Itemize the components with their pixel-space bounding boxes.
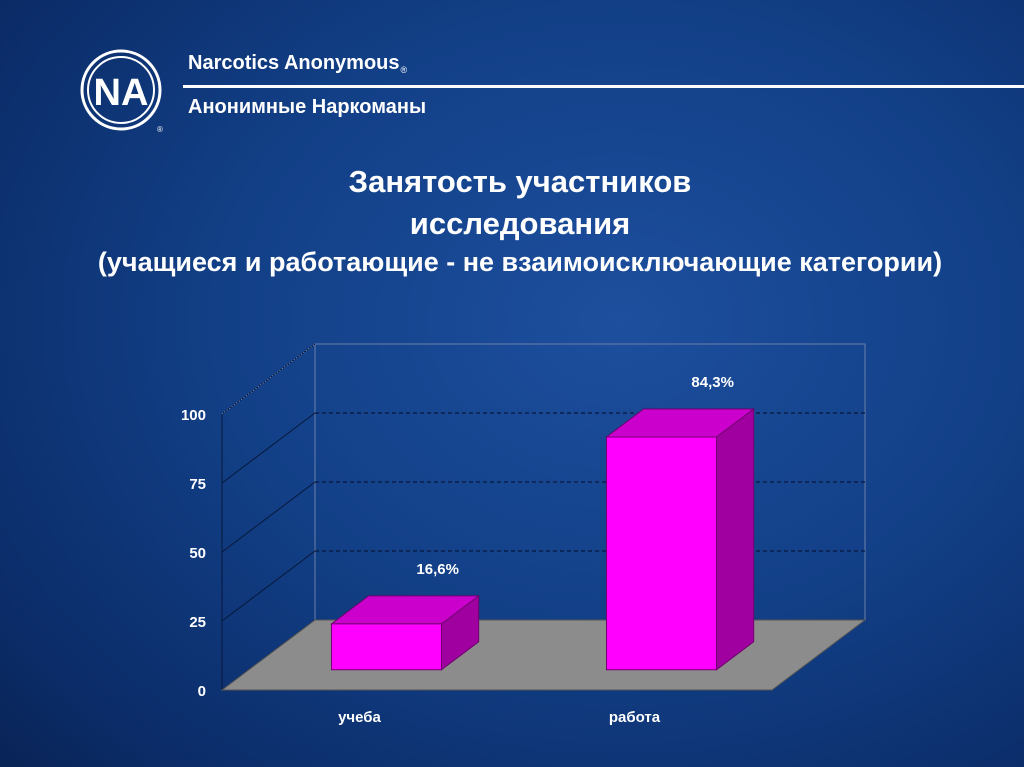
- side-grid-line: [221, 412, 316, 484]
- header-divider: [183, 85, 1024, 88]
- y-tick-label: 25: [189, 614, 206, 631]
- side-grid-line: [221, 550, 316, 622]
- y-tick-label: 50: [189, 545, 206, 562]
- bar-0: [330, 623, 442, 671]
- slide-subtitle: (учащиеся и работающие - не взаимоисключ…: [97, 247, 943, 277]
- slide-title-line2: исследования: [409, 206, 631, 241]
- org-name-ru: Анонимные Наркоманы: [188, 96, 427, 118]
- side-grid-line: [221, 343, 316, 415]
- svg-text:NA: NA: [94, 72, 149, 114]
- x-category-label: работа: [609, 709, 661, 726]
- svg-text:®: ®: [157, 125, 163, 134]
- y-tick-label: 100: [181, 407, 206, 424]
- slide-title-line1: Занятость участников: [348, 164, 692, 199]
- org-name-en: Narcotics Anonymous®: [188, 52, 408, 75]
- bar-1: [605, 436, 717, 671]
- na-logo: NA ®: [80, 49, 163, 134]
- bar-side-1: [715, 408, 755, 671]
- side-grid-line: [221, 481, 316, 553]
- y-tick-label: 75: [189, 476, 206, 493]
- x-category-label: учеба: [338, 709, 381, 726]
- registered-mark: ®: [400, 65, 408, 75]
- data-label: 84,3%: [691, 374, 734, 391]
- chart-floor: [220, 619, 867, 691]
- data-label: 16,6%: [416, 561, 459, 578]
- y-tick-label: 0: [198, 683, 206, 700]
